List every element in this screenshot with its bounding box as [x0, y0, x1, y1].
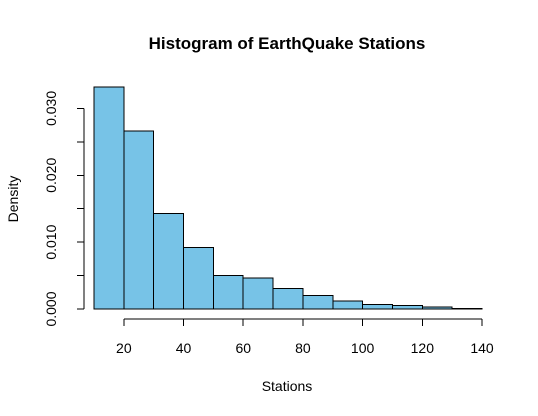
histogram-bar-4 [183, 246, 214, 310]
histogram-bar-5 [212, 275, 244, 310]
y-tick-label-3: 0.010 [43, 224, 59, 259]
histogram-bar-3 [153, 212, 185, 310]
x-tick-label-2: 40 [176, 340, 192, 356]
x-axis-label: Stations [262, 378, 313, 394]
histogram-bar-8 [302, 295, 334, 310]
x-tick-label-1: 20 [116, 340, 132, 356]
y-axis-label: Density [5, 176, 21, 223]
histogram-bar-2 [123, 130, 155, 310]
histogram-bar-12 [421, 306, 453, 310]
histogram-bar-11 [391, 305, 423, 310]
histogram-bars [93, 86, 483, 310]
histogram-bar-9 [332, 300, 364, 310]
chart-title: Histogram of EarthQuake Stations [149, 34, 426, 53]
histogram-bar-7 [272, 287, 304, 310]
y-axis: 0.000 0.010 0.020 0.030 [43, 91, 85, 327]
x-tick-label-4: 80 [295, 340, 311, 356]
x-tick-label-3: 60 [235, 340, 251, 356]
x-tick-label-6: 120 [411, 340, 435, 356]
histogram-bar-10 [362, 303, 393, 310]
y-tick-label-1: 0.000 [43, 291, 59, 326]
x-tick-label-7: 140 [470, 340, 494, 356]
histogram-bar-6 [242, 277, 274, 310]
x-tick-label-5: 100 [351, 340, 375, 356]
y-tick-label-5: 0.020 [43, 158, 59, 193]
x-axis: 20 40 60 80 100 120 140 [116, 318, 494, 356]
histogram-bar-1 [93, 86, 125, 310]
histogram-bar-13 [451, 307, 483, 310]
y-tick-label-7: 0.030 [43, 91, 59, 126]
